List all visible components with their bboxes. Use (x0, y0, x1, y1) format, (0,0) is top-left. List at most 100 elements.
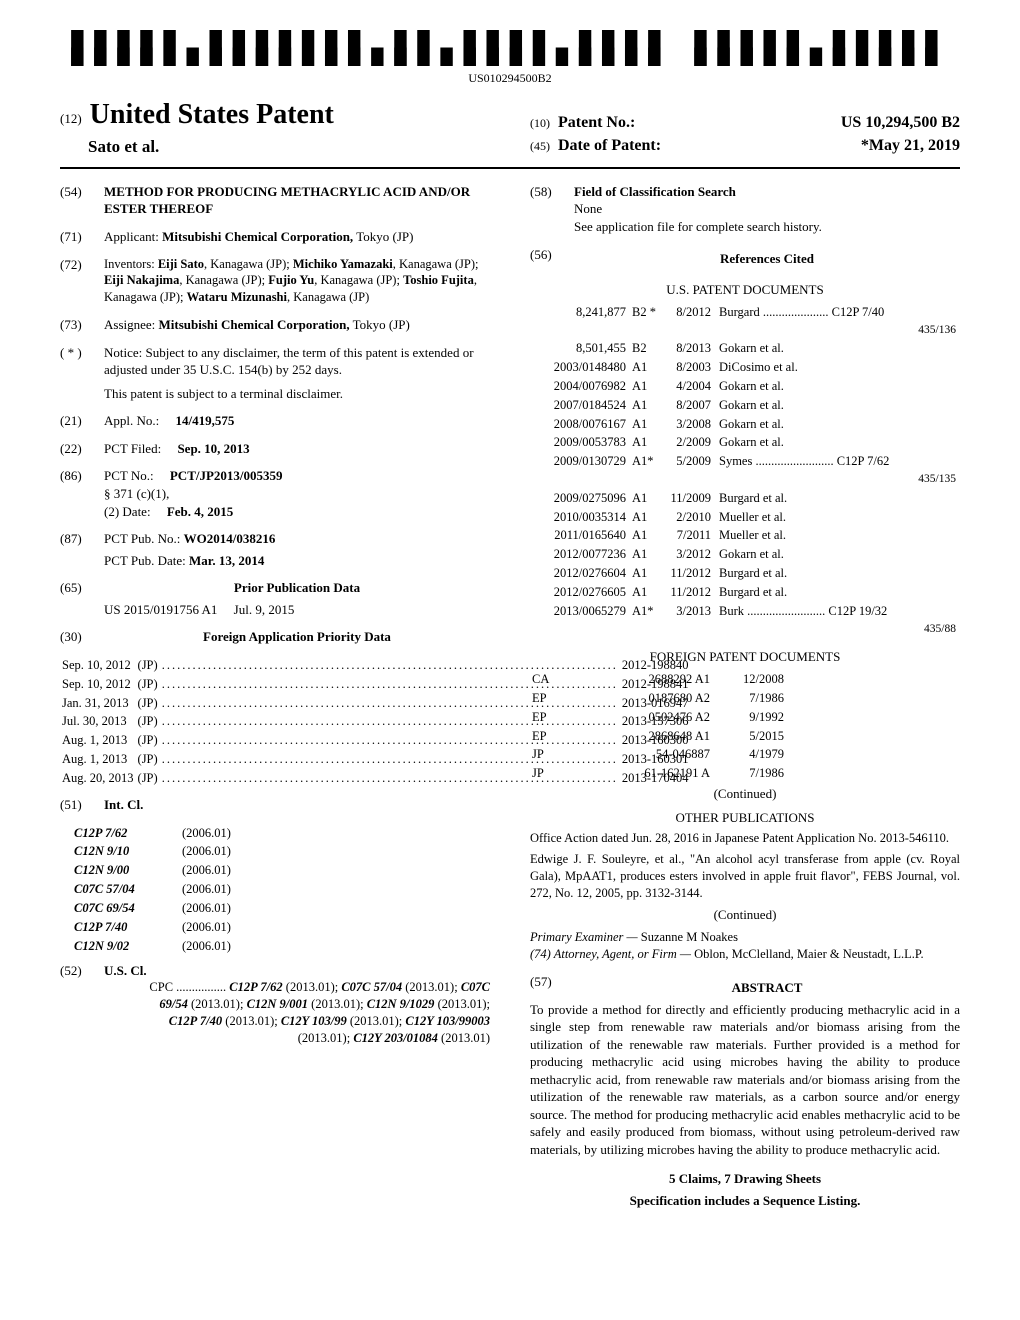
attorney-label: (74) Attorney, Agent, or Firm — (530, 947, 691, 961)
barcode-label: US010294500B2 (60, 70, 960, 86)
pct-filed-label: PCT Filed: (104, 441, 161, 456)
s73-num: (73) (60, 316, 94, 334)
claims-line: 5 Claims, 7 Drawing Sheets (530, 1170, 960, 1188)
references-heading: References Cited (574, 250, 960, 268)
inventors-label: Inventors: (104, 257, 155, 271)
authors: Sato et al. (60, 136, 490, 159)
right-column: (58) Field of Classification Search None… (530, 183, 960, 1210)
us-patent-row: 2011/0165640A17/2011Mueller et al. (530, 526, 960, 545)
us-patent-row-extra: 435/135 (530, 471, 960, 489)
intcl-row: C12N 9/00(2006.01) (60, 861, 490, 880)
examiner-label: Primary Examiner — (530, 930, 638, 944)
other-publications: Office Action dated Jun. 28, 2016 in Jap… (530, 830, 960, 902)
other-pub-2: Edwige J. F. Souleyre, et al., "An alcoh… (530, 851, 960, 902)
applicant-loc: Tokyo (JP) (356, 229, 413, 244)
pct-pub-no: WO2014/038216 (184, 531, 276, 546)
continued-label: (Continued) (530, 785, 960, 803)
us-patent-row: 2009/0130729A1*5/2009Symes .............… (530, 452, 960, 471)
appl-no-label: Appl. No.: (104, 413, 159, 428)
prior-pub-heading: Prior Publication Data (104, 579, 490, 597)
notice-line2: This patent is subject to a terminal dis… (104, 385, 490, 403)
patent-title: United States Patent (90, 96, 334, 134)
foreign-patent-row: JP61-162191 A7/1986 (530, 764, 960, 783)
foreign-patent-row: CA2688292 A112/2008 (530, 670, 960, 689)
notice-num: ( * ) (60, 344, 94, 403)
s87-num: (87) (60, 530, 94, 569)
s21-num: (21) (60, 412, 94, 430)
us-patents-heading: U.S. PATENT DOCUMENTS (530, 281, 960, 299)
cpc-text: CPC ................ C12P 7/62 (2013.01)… (104, 979, 490, 1047)
spec-line: Specification includes a Sequence Listin… (530, 1192, 960, 1210)
us-patent-row: 2013/0065279A1*3/2013Burk ..............… (530, 602, 960, 621)
us-patent-row: 2009/0275096A111/2009Burgard et al. (530, 489, 960, 508)
other-pubs-heading: OTHER PUBLICATIONS (530, 809, 960, 827)
us-patent-row: 2009/0053783A12/2009Gokarn et al. (530, 433, 960, 452)
pct-filed: Sep. 10, 2013 (177, 441, 249, 456)
assignee-label: Assignee: (104, 317, 155, 332)
applicant: Mitsubishi Chemical Corporation, (162, 229, 353, 244)
s52-num: (52) (60, 962, 94, 1047)
s371-line1: § 371 (c)(1), (104, 485, 490, 503)
inventors-list: Eiji Sato, Kanagawa (JP); Michiko Yamaza… (104, 257, 479, 305)
us-patent-row: 2008/0076167A13/2008Gokarn et al. (530, 415, 960, 434)
s54-num: (54) (60, 183, 94, 218)
uscl-label: U.S. Cl. (104, 962, 490, 980)
other-pub-1: Office Action dated Jun. 28, 2016 in Jap… (530, 830, 960, 847)
appl-no: 14/419,575 (176, 413, 235, 428)
pct-pub-no-label: PCT Pub. No.: (104, 531, 180, 546)
abstract-text: To provide a method for directly and eff… (530, 1001, 960, 1159)
intcl-row: C12P 7/62(2006.01) (60, 824, 490, 843)
barcode-region: ▌▌▌▌▌ ▌▌▌▌▌▌▌ ▌▌ ▌▌▌▌ ▌▌▌▌ ▌▌▌▌▌ ▌▌▌▌▌ ▌… (60, 30, 960, 86)
s71-num: (71) (60, 228, 94, 246)
invention-title: METHOD FOR PRODUCING METHACRYLIC ACID AN… (104, 183, 490, 218)
intcl-row: C12N 9/10(2006.01) (60, 842, 490, 861)
date-of-patent: *May 21, 2019 (861, 135, 960, 157)
us-patent-row: 2004/0076982A14/2004Gokarn et al. (530, 377, 960, 396)
prior-pub-date: Jul. 9, 2015 (234, 602, 295, 617)
date-label: Date of Patent: (558, 135, 661, 157)
continued-label-2: (Continued) (530, 906, 960, 924)
patent-no: US 10,294,500 B2 (841, 112, 960, 134)
header: (12) United States Patent Sato et al. (1… (60, 96, 960, 169)
pct-no: PCT/JP2013/005359 (170, 468, 283, 483)
field-search-label: Field of Classification Search (574, 184, 736, 199)
pct-pub-date: Mar. 13, 2014 (189, 553, 264, 568)
us-patent-row-extra: 435/136 (530, 322, 960, 340)
intcl-row: C07C 69/54(2006.01) (60, 899, 490, 918)
s22-num: (22) (60, 440, 94, 458)
notice-label: Notice: (104, 345, 142, 360)
s56-num: (56) (530, 246, 564, 272)
intcl-row: C07C 57/04(2006.01) (60, 880, 490, 899)
foreign-patent-row: EP0187680 A27/1986 (530, 689, 960, 708)
s86-num: (86) (60, 467, 94, 520)
examiner-line: Primary Examiner — Suzanne M Noakes (530, 929, 960, 946)
patent-no-prefix: (10) (530, 115, 550, 131)
abstract-num: (57) (530, 973, 564, 1001)
us-patent-row: 2007/0184524A18/2007Gokarn et al. (530, 396, 960, 415)
us-patent-row: 8,501,455B28/2013Gokarn et al. (530, 339, 960, 358)
applicant-label: Applicant: (104, 229, 159, 244)
patent-no-label: Patent No.: (558, 112, 635, 134)
s371-date-label: (2) Date: (104, 504, 151, 519)
us-patent-row: 2012/0077236A13/2012Gokarn et al. (530, 545, 960, 564)
intcl-row: C12P 7/40(2006.01) (60, 918, 490, 937)
us-patent-row: 2003/0148480A18/2003DiCosimo et al. (530, 358, 960, 377)
us-patent-row-extra: 435/88 (530, 621, 960, 639)
intcl-label: Int. Cl. (104, 796, 490, 814)
abstract-heading: ABSTRACT (574, 979, 960, 997)
assignee: Mitsubishi Chemical Corporation, (159, 317, 350, 332)
foreign-patents-table: CA2688292 A112/2008EP0187680 A27/1986EP0… (530, 670, 960, 783)
foreign-patent-row: EP0502476 A29/1992 (530, 708, 960, 727)
pct-pub-date-label: PCT Pub. Date: (104, 553, 186, 568)
notice-line1: Subject to any disclaimer, the term of t… (104, 345, 474, 378)
s30-num: (30) (60, 628, 94, 646)
s72-num: (72) (60, 256, 94, 307)
s58-num: (58) (530, 183, 564, 236)
s371-date: Feb. 4, 2015 (167, 504, 233, 519)
left-column: (54) METHOD FOR PRODUCING METHACRYLIC AC… (60, 183, 490, 1210)
examiner: Suzanne M Noakes (641, 930, 738, 944)
barcode-icon: ▌▌▌▌▌ ▌▌▌▌▌▌▌ ▌▌ ▌▌▌▌ ▌▌▌▌ ▌▌▌▌▌ ▌▌▌▌▌ ▌… (60, 30, 960, 66)
attorney-line: (74) Attorney, Agent, or Firm — Oblon, M… (530, 946, 960, 963)
intcl-table: C12P 7/62(2006.01)C12N 9/10(2006.01)C12N… (60, 824, 490, 956)
foreign-patents-heading: FOREIGN PATENT DOCUMENTS (530, 648, 960, 666)
